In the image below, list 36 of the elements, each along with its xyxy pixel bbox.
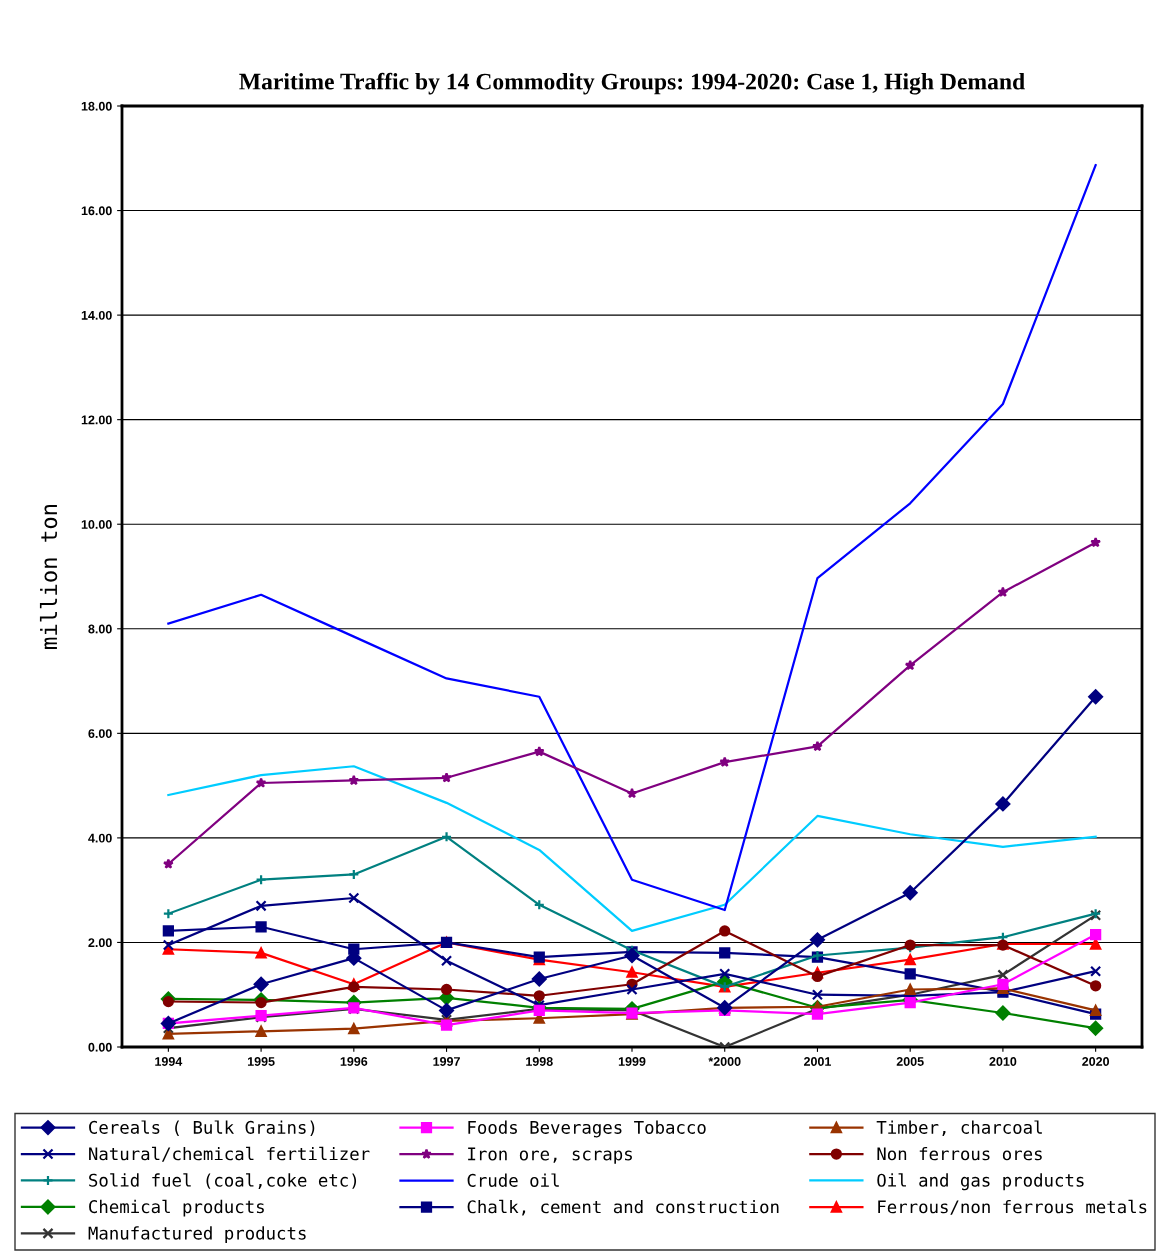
- legend-label: Ferrous/non ferrous metals: [878, 1199, 1147, 1215]
- y-tick-label: 12.00: [81, 415, 112, 425]
- y-tick-label: 8.00: [88, 624, 112, 634]
- x-tick-label: 1996: [340, 1057, 368, 1066]
- legend-label: Timber, charcoal: [876, 1120, 1042, 1137]
- legend-label: Chemical products: [89, 1199, 264, 1217]
- legend-label: Non ferrous ores: [877, 1146, 1042, 1161]
- legend-label: Cereals ( Bulk Grains): [89, 1120, 315, 1136]
- legend-label: Manufactured products: [88, 1226, 306, 1244]
- y-tick-label: 0.00: [88, 1042, 112, 1052]
- legend-label: Foods Beverages Tobacco: [468, 1120, 706, 1138]
- x-tick-label: 1998: [526, 1057, 553, 1066]
- legend-label: Crude oil: [467, 1173, 559, 1187]
- y-tick-label: 2.00: [88, 938, 112, 948]
- legend-label: Natural/chemical fertilizer: [89, 1146, 370, 1162]
- y-tick-label: 10.00: [81, 520, 112, 529]
- y-tick-label: 18.00: [81, 101, 112, 111]
- x-tick-label: 2010: [989, 1057, 1017, 1066]
- x-tick-label: 1997: [433, 1057, 460, 1066]
- legend-label: Oil and gas products: [877, 1173, 1084, 1191]
- x-tick-label: 1994: [155, 1057, 183, 1066]
- x-tick-label: 2020: [1082, 1057, 1110, 1066]
- chart-title: Maritime Traffic by 14 Commodity Groups: 1994-2020: Case 1, High Demand: [239, 72, 1025, 95]
- x-tick-label: 1995: [247, 1057, 275, 1066]
- y-tick-label: 6.00: [88, 729, 112, 738]
- y-tick-label: 16.00: [81, 206, 112, 216]
- x-tick-label: 2005: [896, 1057, 924, 1066]
- y-axis-title: million ton: [39, 504, 58, 649]
- legend-label: Iron ore, scraps: [468, 1147, 632, 1164]
- y-tick-label: 4.00: [88, 833, 112, 843]
- x-tick-label: 1999: [618, 1057, 646, 1066]
- x-tick-label: *2000: [708, 1057, 741, 1066]
- x-tick-label: 2001: [803, 1057, 832, 1066]
- legend-label: Solid fuel (coal,coke etc): [89, 1173, 357, 1189]
- legend-label: Chalk, cement and construction: [467, 1199, 779, 1216]
- y-tick-label: 14.00: [81, 310, 112, 320]
